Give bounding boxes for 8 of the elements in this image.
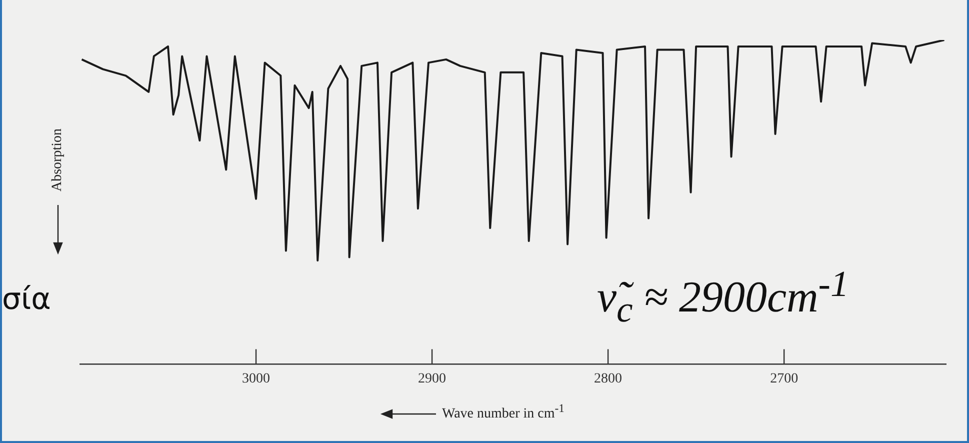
y-axis-title: Absorption [50,128,66,192]
x-axis-title: Wave number in cm$^{-1}$ [442,402,564,423]
text: σία [2,282,51,317]
x-tick-label: 2700 [770,371,798,386]
x-tick-label: 2800 [594,371,622,386]
x-tick-label: 3000 [242,371,270,386]
x-tick-label: 2900 [418,371,446,386]
annotation: ν̃$_{c}$ ≈ 2900cm$^{-1}$ [597,262,849,330]
